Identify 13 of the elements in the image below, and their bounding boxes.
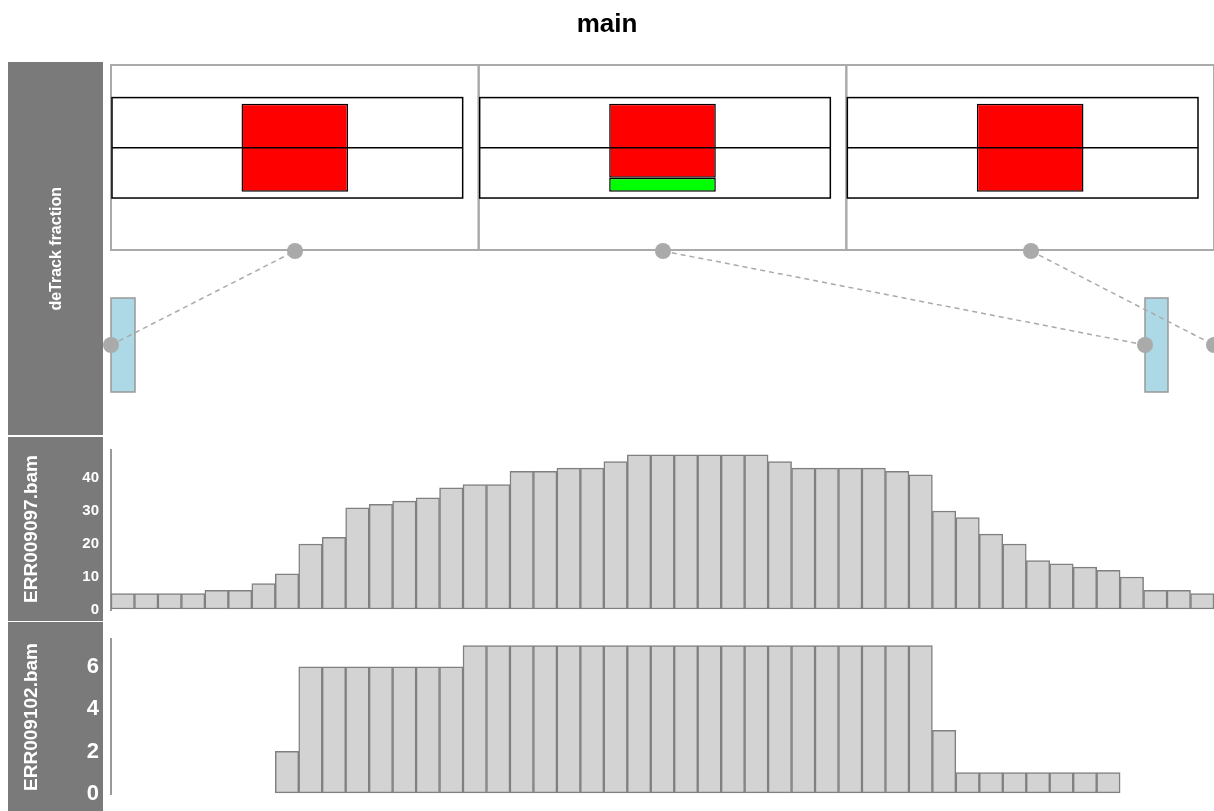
- chart-title: main: [575, 8, 639, 39]
- y-tick-label: 6: [86, 652, 99, 678]
- y-axis-title: ERR009097.bam: [20, 455, 42, 603]
- y-tick-label: 20: [82, 534, 99, 552]
- y-tick-label: 0: [90, 600, 99, 618]
- y-tick-label: 2: [86, 737, 99, 763]
- y-axis-title: ERR009102.bam: [20, 642, 42, 791]
- y-tick-label: 0: [86, 779, 99, 805]
- y-tick-label: 30: [82, 501, 99, 519]
- y-tick-label: 4: [86, 695, 100, 721]
- y-tick-label: 40: [82, 468, 99, 486]
- y-axis-title: deTrack fraction: [46, 186, 65, 311]
- y-tick-label: 10: [82, 567, 99, 585]
